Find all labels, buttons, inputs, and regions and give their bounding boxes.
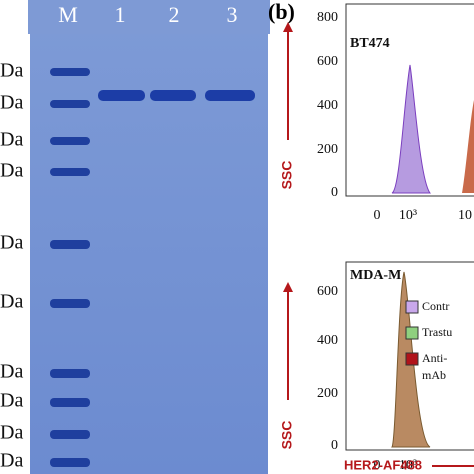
x-tick-label: 10³: [399, 458, 417, 473]
y-tick-label: 0: [331, 185, 338, 200]
histogram: [462, 100, 474, 193]
y-tick-label: 0: [331, 438, 338, 453]
y-tick-label: 400: [317, 98, 338, 113]
panel-label: (b): [268, 0, 295, 24]
y-tick-label: 800: [317, 10, 338, 25]
marker-label: Da: [0, 160, 23, 182]
legend-label: Anti-: [422, 351, 447, 365]
lane-label: 3: [227, 2, 238, 27]
legend-label: Contr: [422, 299, 449, 313]
y-tick-label: 200: [317, 142, 338, 157]
y-axis-label: SSC: [279, 161, 295, 190]
lane-label: M: [58, 2, 78, 27]
y-tick-label: 600: [317, 284, 338, 299]
histogram: [391, 64, 432, 194]
plot-frame: [345, 261, 474, 451]
x-tick-label: 0: [374, 208, 381, 223]
marker-label: Da: [0, 60, 23, 82]
arrow-head: [283, 22, 293, 32]
y-tick-label: 600: [317, 54, 338, 69]
x-tick-label: 0: [374, 458, 381, 473]
y-axis-label: SSC: [279, 421, 295, 450]
marker-label: Da: [0, 450, 23, 472]
x-tick-label: 10³: [399, 208, 417, 223]
lane-label: 1: [115, 2, 126, 27]
plot-title: MDA-M: [350, 268, 401, 283]
arrow-head: [283, 282, 293, 292]
y-tick-label: 200: [317, 386, 338, 401]
marker-label: Da: [0, 422, 23, 444]
marker-label: Da: [0, 92, 23, 114]
marker-label: Da: [0, 361, 23, 383]
marker-label: Da: [0, 390, 23, 412]
legend-label: mAb: [422, 368, 446, 382]
x-tick-label: 10: [458, 208, 472, 223]
legend-label: Trastu: [422, 325, 452, 339]
plot-title: BT474: [350, 36, 390, 51]
marker-label: Da: [0, 291, 23, 313]
x-axis-label: HER2-AF488: [344, 457, 422, 472]
marker-label: Da: [0, 232, 23, 254]
lane-label: 2: [169, 2, 180, 27]
gel-top: [28, 0, 270, 34]
marker-bands: [50, 68, 90, 467]
legend-swatch: [405, 352, 419, 366]
plot-frame: [345, 3, 474, 197]
y-tick-label: 400: [317, 333, 338, 348]
legend-swatch: [405, 300, 419, 314]
sample-bands: [98, 90, 255, 101]
legend-swatch: [405, 326, 419, 340]
marker-label: Da: [0, 129, 23, 151]
